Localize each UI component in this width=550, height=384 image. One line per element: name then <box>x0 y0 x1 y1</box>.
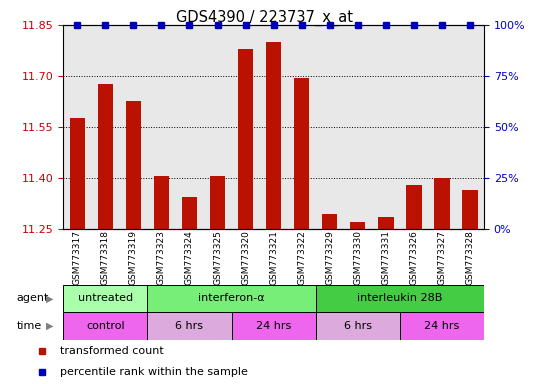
Bar <box>456 25 484 229</box>
Bar <box>378 217 394 229</box>
Bar <box>147 285 316 312</box>
Bar <box>316 25 344 229</box>
Bar <box>294 78 310 229</box>
Text: ▶: ▶ <box>46 293 53 303</box>
Bar <box>119 25 147 229</box>
Text: 6 hrs: 6 hrs <box>175 321 204 331</box>
Bar <box>406 185 422 229</box>
Bar <box>344 25 372 229</box>
Bar <box>63 312 147 340</box>
Bar <box>260 25 288 229</box>
Bar <box>322 214 338 229</box>
Bar <box>434 178 450 229</box>
Bar <box>210 176 226 229</box>
Bar <box>238 49 254 229</box>
Text: untreated: untreated <box>78 293 133 303</box>
Bar <box>266 42 282 229</box>
Bar <box>428 25 456 229</box>
Text: 6 hrs: 6 hrs <box>344 321 372 331</box>
Text: agent: agent <box>16 293 49 303</box>
Bar <box>69 118 85 229</box>
Bar <box>91 25 119 229</box>
Bar <box>316 312 400 340</box>
Text: time: time <box>16 321 42 331</box>
Text: percentile rank within the sample: percentile rank within the sample <box>60 367 248 377</box>
Bar <box>147 25 175 229</box>
Bar <box>288 25 316 229</box>
Bar <box>462 190 478 229</box>
Bar <box>175 25 204 229</box>
Bar <box>232 312 316 340</box>
Bar <box>400 312 484 340</box>
Bar <box>232 25 260 229</box>
Text: interleukin 28B: interleukin 28B <box>357 293 443 303</box>
Text: interferon-α: interferon-α <box>198 293 265 303</box>
Bar <box>153 176 169 229</box>
Bar <box>350 222 366 229</box>
Text: GDS4390 / 223737_x_at: GDS4390 / 223737_x_at <box>175 10 353 26</box>
Bar <box>125 101 141 229</box>
Bar <box>316 285 484 312</box>
Text: 24 hrs: 24 hrs <box>424 321 460 331</box>
Bar <box>372 25 400 229</box>
Bar <box>63 285 147 312</box>
Bar <box>63 25 91 229</box>
Text: 24 hrs: 24 hrs <box>256 321 292 331</box>
Bar <box>400 25 428 229</box>
Bar <box>182 197 197 229</box>
Bar <box>97 84 113 229</box>
Text: control: control <box>86 321 125 331</box>
Text: transformed count: transformed count <box>60 346 163 356</box>
Bar <box>204 25 232 229</box>
Bar <box>147 312 232 340</box>
Text: ▶: ▶ <box>46 321 53 331</box>
